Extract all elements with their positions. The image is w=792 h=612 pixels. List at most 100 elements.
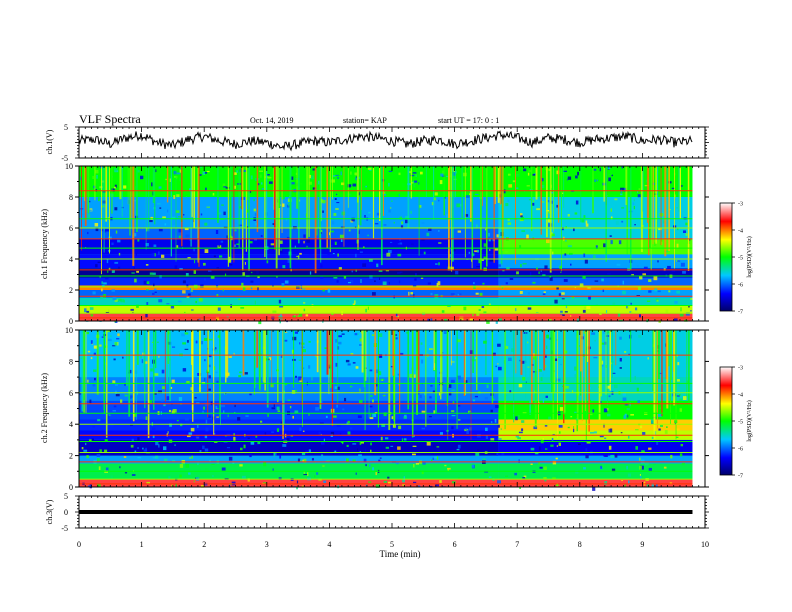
ch2-spectrogram-speckle (357, 333, 359, 335)
ch1-spectrogram-speckle (564, 311, 568, 313)
ch2-spectrogram-speckle (578, 443, 581, 445)
ch1-spectrogram-speckle (639, 276, 643, 280)
ch1-spectrogram-speckle (689, 238, 691, 241)
ch1-spectrogram-band-10-after (498, 197, 693, 228)
ch1-spectrogram-speckle (244, 262, 246, 265)
ch2-spectrogram-streak (416, 330, 418, 415)
ch2-spectrogram-speckle (302, 367, 305, 369)
ch2-spectrogram-speckle (245, 415, 249, 417)
ch1-spectrogram-speckle (410, 210, 412, 214)
ch2-spectrogram-speckle (162, 386, 165, 390)
ch1-spectrogram-speckle (362, 263, 367, 267)
ch1-spectrogram-ytick-label: 2 (69, 286, 73, 295)
ch1-spectrogram-speckle (508, 173, 511, 176)
ch2-spectrogram-speckle (212, 348, 217, 351)
ch2-spectrogram-speckle (167, 431, 169, 434)
ch1-spectrogram-speckle (646, 300, 651, 302)
ch2-spectrogram-speckle (322, 465, 325, 467)
ch1-spectrogram-speckle (260, 235, 263, 237)
ch1-spectrogram-streak (664, 166, 667, 257)
ch1-spectrogram-speckle (654, 242, 656, 246)
ch1-spectrogram-speckle (146, 281, 150, 284)
ch2-spectrogram-speckle (639, 474, 641, 476)
ch2-spectrogram-speckle (316, 472, 319, 475)
ch2-spectrogram-speckle (573, 426, 575, 429)
ch2-spectrogram-speckle (369, 405, 373, 408)
ch2-spectrogram-speckle (359, 388, 361, 392)
ch2-spectrogram-speckle (157, 341, 159, 343)
ch1-spectrogram-speckle (335, 174, 339, 176)
ch2-spectrogram-ylabel: ch.2 Frequency (kHz) (40, 373, 49, 443)
ch1-spectrogram-speckle (599, 167, 601, 172)
ch1-spectrogram-streak (217, 166, 219, 223)
ch2-spectrogram-speckle (610, 428, 613, 433)
ch2-spectrogram-speckle (541, 373, 544, 377)
ch1-spectrogram-speckle (143, 280, 148, 285)
ch2-spectrogram-speckle (207, 364, 211, 368)
ch1-spectrogram-speckle (136, 304, 139, 308)
ch1-spectrogram-speckle (303, 302, 306, 304)
ch2-spectrogram-speckle (123, 456, 127, 458)
ch2-spectrogram-speckle (545, 448, 548, 450)
ch2-spectrogram-speckle (330, 434, 333, 437)
ch2-spectrogram-streak (433, 330, 436, 371)
ch1-spectrogram-streak (433, 166, 435, 221)
ch2-spectrogram-speckle (544, 425, 548, 427)
ch2-spectrogram-band-5-before (79, 419, 499, 431)
ch1-spectrogram-speckle (233, 172, 237, 175)
ch1-spectrogram-speckle (527, 307, 532, 310)
ch2-spectrogram-speckle (558, 361, 562, 366)
figure-title: VLF Spectra (79, 112, 141, 126)
ch1-spectrogram-speckle (478, 259, 482, 264)
ch1-spectrogram-streak (308, 166, 310, 237)
ch1-spectrogram-speckle (158, 251, 160, 255)
ch1-spectrogram-speckle (92, 291, 96, 295)
ch2-spectrogram-speckle (608, 395, 611, 398)
ch2-spectrogram-speckle (307, 472, 309, 476)
ch1-spectrogram-speckle (282, 265, 286, 269)
ch1-spectrogram-speckle (153, 244, 157, 247)
ch1-spectrogram-speckle (532, 173, 536, 176)
ch2-spectrogram-speckle (551, 438, 554, 442)
ch1-spectrogram-speckle (638, 286, 641, 291)
ch1-spectrogram-speckle (459, 316, 464, 321)
ch1-spectrogram-band-4-before (79, 285, 499, 290)
ch1-spectrogram-speckle (550, 191, 554, 194)
ch2-spectrogram-speckle (313, 461, 315, 464)
ch1-spectrogram-speckle (638, 188, 641, 190)
ch1-spectrogram-speckle (358, 225, 360, 229)
ch2-spectrogram-speckle (370, 449, 372, 453)
ch2-spectrogram-speckle (284, 383, 287, 386)
ch1-spectrogram-speckle (560, 310, 563, 315)
ch1-spectrogram-speckle (217, 307, 221, 311)
ch2-spectrogram-speckle (107, 415, 110, 419)
ch1-spectrogram-speckle (195, 300, 198, 304)
ch1-spectrogram-speckle (174, 265, 178, 269)
ch1-spectrogram-speckle (665, 309, 669, 313)
ch2-spectrogram-streak (668, 330, 670, 367)
ch1-spectrogram-speckle (341, 211, 346, 216)
ch1-spectrogram-speckle (374, 223, 379, 225)
ch2-spectrogram-streak (609, 330, 611, 391)
colorbar-tick-label: -5 (738, 420, 743, 426)
ch2-spectrogram-speckle (264, 432, 267, 435)
ch1-spectrogram-streak (306, 166, 308, 239)
ch1-waveform-panel: 5 -5 ch.1(V) (45, 123, 709, 163)
ch1-spectrogram-speckle (561, 298, 565, 300)
ch2-spectrogram-speckle (378, 354, 383, 358)
ch1-spectrogram-streak (275, 166, 278, 269)
ch1-spectrogram-streak (198, 166, 200, 267)
ch2-spectrogram-speckle (171, 460, 176, 462)
ch2-spectrogram-speckle (225, 420, 227, 422)
ch2-spectrogram-speckle (228, 355, 232, 358)
ch1-spectrogram-streak (148, 166, 150, 232)
ch1-spectrogram-speckle (320, 204, 325, 208)
ch1-spectrogram-speckle (532, 281, 536, 284)
ch1-spectrogram-speckle (622, 290, 626, 295)
ch1-spectrogram-speckle (272, 285, 274, 287)
ch1-spectrogram-speckle (198, 318, 201, 320)
ch1-spectrogram-speckle (135, 253, 137, 256)
ch1-spectrogram-speckle (226, 235, 228, 239)
ch1-spectrogram-speckle (459, 204, 462, 207)
ch2-spectrogram-speckle (142, 447, 144, 450)
